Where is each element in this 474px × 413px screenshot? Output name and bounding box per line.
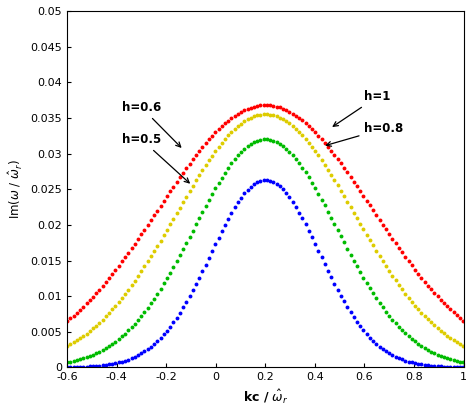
- Text: h=0.6: h=0.6: [122, 101, 181, 147]
- Text: h=0.8: h=0.8: [327, 122, 404, 146]
- Y-axis label: Im($\omega$ / $\hat{\omega}_r$): Im($\omega$ / $\hat{\omega}_r$): [7, 159, 25, 219]
- Text: h=0.5: h=0.5: [122, 133, 189, 183]
- X-axis label: kc / $\hat{\omega}_r$: kc / $\hat{\omega}_r$: [243, 388, 288, 406]
- Text: h=1: h=1: [333, 90, 391, 126]
